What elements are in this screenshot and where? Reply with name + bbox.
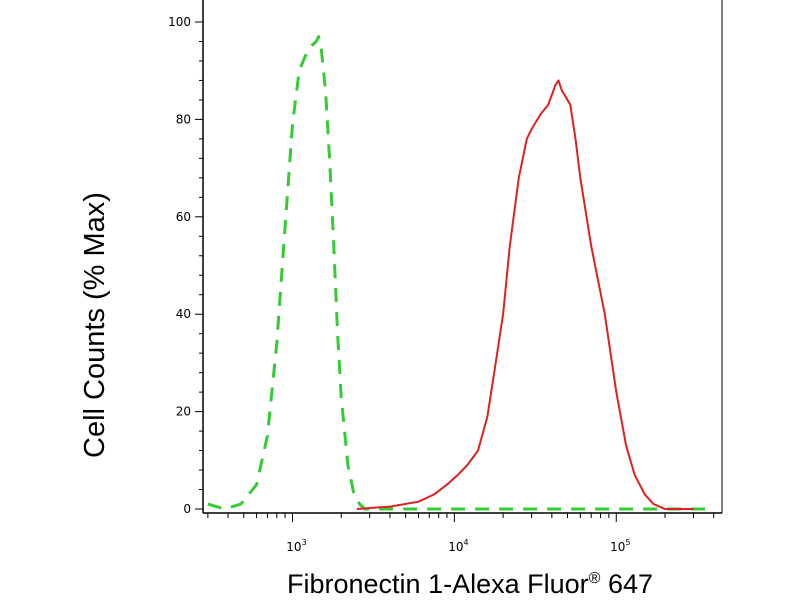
x-tick-label: 105 [610,538,630,554]
x-tick-label: 103 [286,538,306,554]
series-layer [207,35,714,511]
x-axis-title-superscript: ® [589,570,601,587]
y-tick-label: 80 [176,112,191,126]
x-axis-title-main: Fibronectin 1-Alexa Fluor [287,569,589,599]
series-line-1 [207,35,714,511]
y-tick-label: 0 [183,502,191,516]
y-axis-title: Cell Counts (% Max) [79,192,111,458]
x-axis-ticks: 103 104 105 [207,513,715,554]
x-tick-label: 104 [448,538,468,554]
x-axis-title: Fibronectin 1-Alexa Fluor® 647 [287,569,653,599]
x-axis-title-suffix: 647 [600,569,653,599]
y-axis-ticks: 0 20 40 60 80 100 [168,15,203,516]
series-line-2 [356,79,694,510]
y-tick-label: 40 [176,307,191,321]
y-tick-label: 60 [176,210,191,224]
y-tick-label: 20 [176,405,191,419]
plot-frame [202,0,723,514]
y-tick-label: 100 [168,15,191,29]
